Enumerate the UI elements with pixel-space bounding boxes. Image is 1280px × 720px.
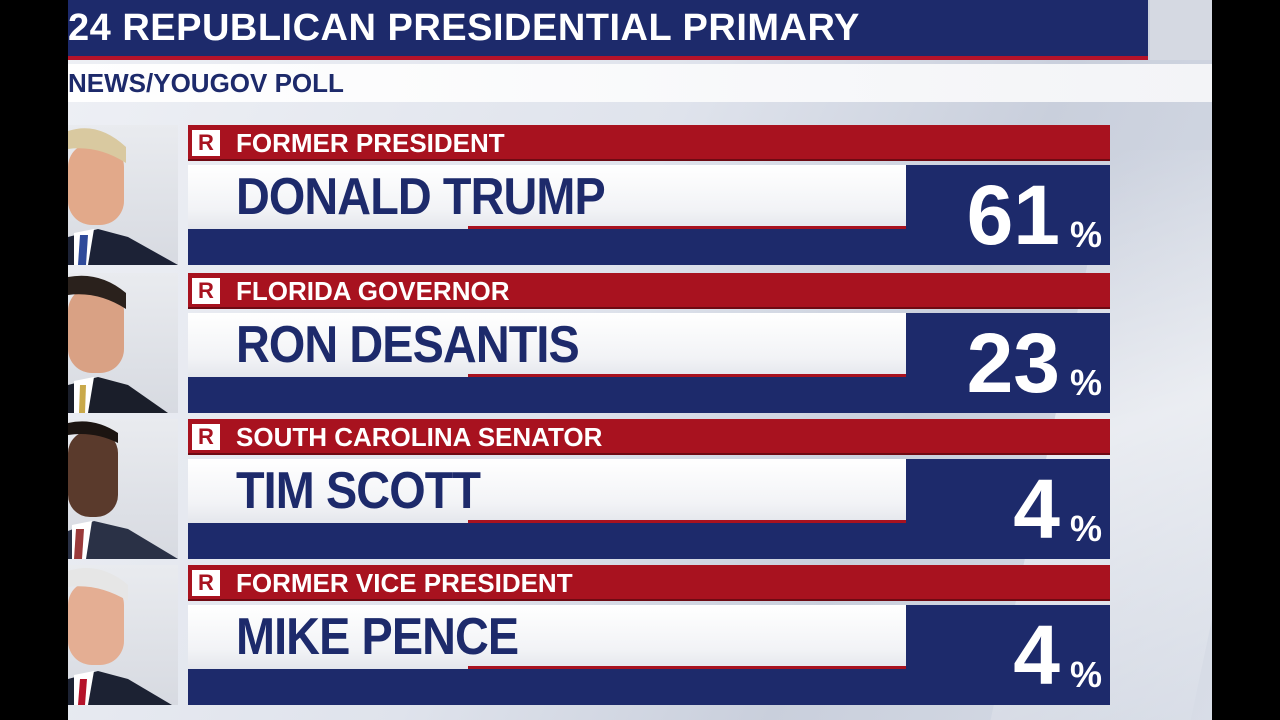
percent-box: 61 % bbox=[906, 165, 1110, 265]
candidate-photo bbox=[68, 273, 178, 413]
percent-value: 4 bbox=[1013, 462, 1060, 556]
candidate-role: SOUTH CAROLINA SENATOR bbox=[236, 422, 603, 452]
candidate-name: MIKE PENCE bbox=[236, 608, 519, 666]
candidate-row: R FORMER VICE PRESIDENT MIKE PENCE 4 % bbox=[68, 565, 1212, 705]
candidate-name: TIM SCOTT bbox=[236, 462, 481, 520]
party-badge: R bbox=[192, 130, 220, 156]
percent-value: 61 bbox=[966, 168, 1060, 262]
candidate-row: R FORMER PRESIDENT DONALD TRUMP 61 % bbox=[68, 125, 1212, 265]
percent-box: 4 % bbox=[906, 459, 1110, 559]
title-bar-cap bbox=[1150, 0, 1212, 60]
letterbox-left bbox=[0, 0, 68, 720]
percent-box: 23 % bbox=[906, 313, 1110, 413]
name-bar-red-accent bbox=[468, 226, 906, 229]
party-badge: R bbox=[192, 570, 220, 596]
percent-box: 4 % bbox=[906, 605, 1110, 705]
percent-sign: % bbox=[1069, 654, 1102, 695]
candidate-photo bbox=[68, 125, 178, 265]
page-title: 24 REPUBLICAN PRESIDENTIAL PRIMARY bbox=[68, 7, 860, 49]
name-bar-stripe bbox=[188, 229, 906, 265]
poll-graphic: 24 REPUBLICAN PRESIDENTIAL PRIMARY NEWS/… bbox=[68, 0, 1212, 720]
candidate-role: FORMER PRESIDENT bbox=[236, 128, 505, 158]
name-bar-stripe bbox=[188, 523, 906, 559]
candidate-role-bar: R FORMER PRESIDENT bbox=[188, 125, 1110, 161]
subtitle-bar: NEWS/YOUGOV POLL bbox=[68, 64, 1212, 102]
name-bar-red-accent bbox=[468, 520, 906, 523]
candidate-name-bar: MIKE PENCE bbox=[188, 605, 906, 669]
candidate-role-bar: R FLORIDA GOVERNOR bbox=[188, 273, 1110, 309]
candidate-name: RON DESANTIS bbox=[236, 316, 580, 374]
name-bar-stripe bbox=[188, 377, 906, 413]
candidate-name-bar: RON DESANTIS bbox=[188, 313, 906, 377]
percent-value: 4 bbox=[1013, 608, 1060, 702]
candidate-row: R SOUTH CAROLINA SENATOR TIM SCOTT 4 % bbox=[68, 419, 1212, 559]
candidate-photo bbox=[68, 419, 178, 559]
percent-sign: % bbox=[1069, 214, 1102, 255]
percent-sign: % bbox=[1069, 362, 1102, 403]
party-badge: R bbox=[192, 278, 220, 304]
candidate-role-bar: R FORMER VICE PRESIDENT bbox=[188, 565, 1110, 601]
name-bar-red-accent bbox=[468, 666, 906, 669]
candidate-photo bbox=[68, 565, 178, 705]
candidate-row: R FLORIDA GOVERNOR RON DESANTIS 23 % bbox=[68, 273, 1212, 413]
percent-value: 23 bbox=[966, 316, 1060, 410]
candidate-name-bar: TIM SCOTT bbox=[188, 459, 906, 523]
party-badge: R bbox=[192, 424, 220, 450]
name-bar-stripe bbox=[188, 669, 906, 705]
candidate-name-bar: DONALD TRUMP bbox=[188, 165, 906, 229]
candidate-name: DONALD TRUMP bbox=[236, 168, 606, 226]
candidate-role-bar: R SOUTH CAROLINA SENATOR bbox=[188, 419, 1110, 455]
candidate-role: FORMER VICE PRESIDENT bbox=[236, 568, 573, 598]
name-bar-red-accent bbox=[468, 374, 906, 377]
letterbox-right bbox=[1212, 0, 1280, 720]
poll-source: NEWS/YOUGOV POLL bbox=[68, 68, 344, 98]
title-bar: 24 REPUBLICAN PRESIDENTIAL PRIMARY bbox=[68, 0, 1148, 60]
percent-sign: % bbox=[1069, 508, 1102, 549]
candidate-role: FLORIDA GOVERNOR bbox=[236, 276, 510, 306]
